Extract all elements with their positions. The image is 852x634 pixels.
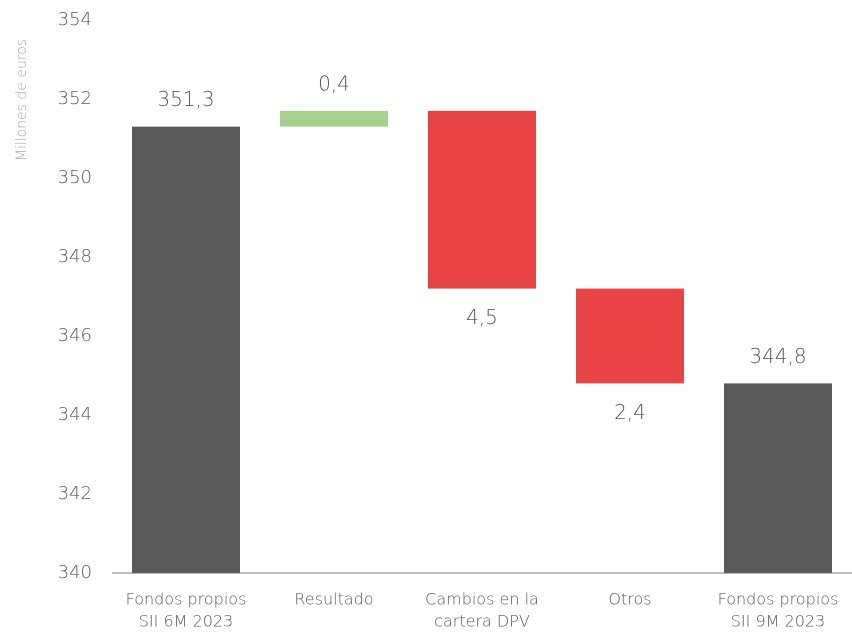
y-tick-label: 346: [58, 325, 92, 346]
y-tick-label: 354: [58, 9, 92, 30]
bar: [724, 383, 832, 573]
y-tick-label: 348: [58, 246, 92, 267]
x-tick-label: Fondos propios: [718, 590, 839, 609]
y-axis-label: Millones de euros: [14, 39, 30, 161]
bar: [576, 288, 684, 384]
x-tick-label: Fondos propios: [126, 590, 247, 609]
x-tick-label: SII 6M 2023: [139, 612, 233, 631]
x-tick-label: cartera DPV: [434, 612, 530, 631]
data-label: 0,4: [318, 71, 350, 95]
data-label: 2,4: [614, 400, 646, 424]
data-label: 4,5: [466, 305, 498, 329]
x-tick-label: Otros: [608, 590, 651, 609]
x-tick-label: Cambios en la: [425, 590, 539, 609]
bar: [280, 110, 388, 127]
data-label: 344,8: [749, 344, 806, 368]
y-tick-label: 340: [58, 562, 92, 583]
y-tick-label: 352: [58, 88, 92, 109]
bar: [132, 126, 240, 574]
x-tick-label: SII 9M 2023: [731, 612, 825, 631]
bar: [428, 110, 536, 289]
x-tick-label: Resultado: [294, 590, 373, 609]
y-tick-label: 342: [58, 483, 92, 504]
data-label: 351,3: [157, 87, 214, 111]
y-tick-label: 344: [58, 404, 92, 425]
y-tick-label: 350: [58, 167, 92, 188]
